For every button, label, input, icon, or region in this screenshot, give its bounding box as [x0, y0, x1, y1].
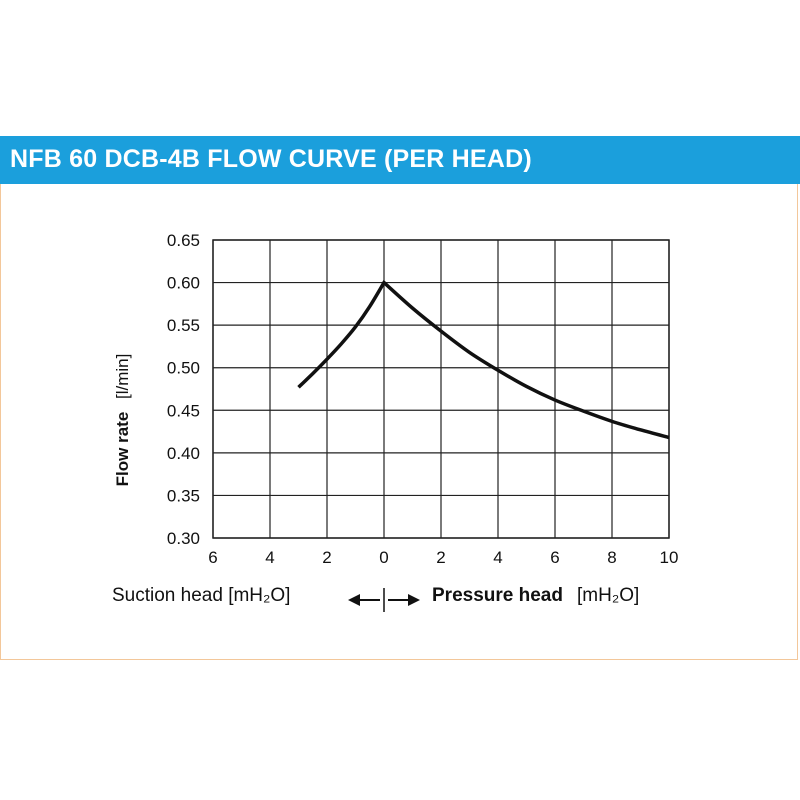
plot-border: [212, 239, 670, 539]
x-tick-label: 8: [607, 548, 616, 567]
x-tick-label: 2: [436, 548, 445, 567]
direction-arrows: [348, 588, 420, 612]
pressure-head-unit: [mH₂O]: [577, 585, 640, 606]
svg-text:Flow rate [l/min]: Flow rate [l/min]: [113, 354, 132, 487]
x-tick-label: 2: [322, 548, 331, 567]
y-axis-label: Flow rate [l/min]: [113, 354, 132, 487]
right-arrow-icon: [408, 594, 420, 606]
y-tick-label: 0.35: [167, 486, 200, 505]
title-bar: NFB 60 DCB-4B FLOW CURVE (PER HEAD): [0, 136, 800, 184]
x-tick-label: 0: [379, 548, 388, 567]
x-tick-label: 6: [208, 548, 217, 567]
tick-labels: 6 4 2 0 2 4 6 8 10 0.30 0.35 0.40 0.45 0.50 0.55 0.60 0.…: [167, 231, 679, 567]
chart-panel: [0, 136, 798, 660]
y-tick-label: 0.55: [167, 316, 200, 335]
x-tick-label: 4: [265, 548, 274, 567]
y-tick-label: 0.40: [167, 444, 200, 463]
x-tick-label: 4: [493, 548, 502, 567]
flow-curve-line: [297, 279, 670, 440]
suction-head-label: Suction head [mH₂O]: [112, 585, 291, 606]
y-axis-label-unit: [l/min]: [113, 354, 132, 399]
y-axis-label-bold: Flow rate: [113, 412, 132, 487]
x-tick-label: 10: [660, 548, 679, 567]
y-tick-label: 0.65: [167, 231, 200, 250]
x-tick-label: 6: [550, 548, 559, 567]
pressure-head-label: Pressure head: [432, 585, 563, 606]
left-arrow-icon: [348, 594, 360, 606]
y-tick-label: 0.30: [167, 529, 200, 548]
y-tick-label: 0.60: [167, 274, 200, 293]
y-tick-label: 0.50: [167, 359, 200, 378]
grid-layer: [212, 239, 670, 539]
chart-title: NFB 60 DCB-4B FLOW CURVE (PER HEAD): [10, 145, 532, 173]
y-tick-label: 0.45: [167, 401, 200, 420]
